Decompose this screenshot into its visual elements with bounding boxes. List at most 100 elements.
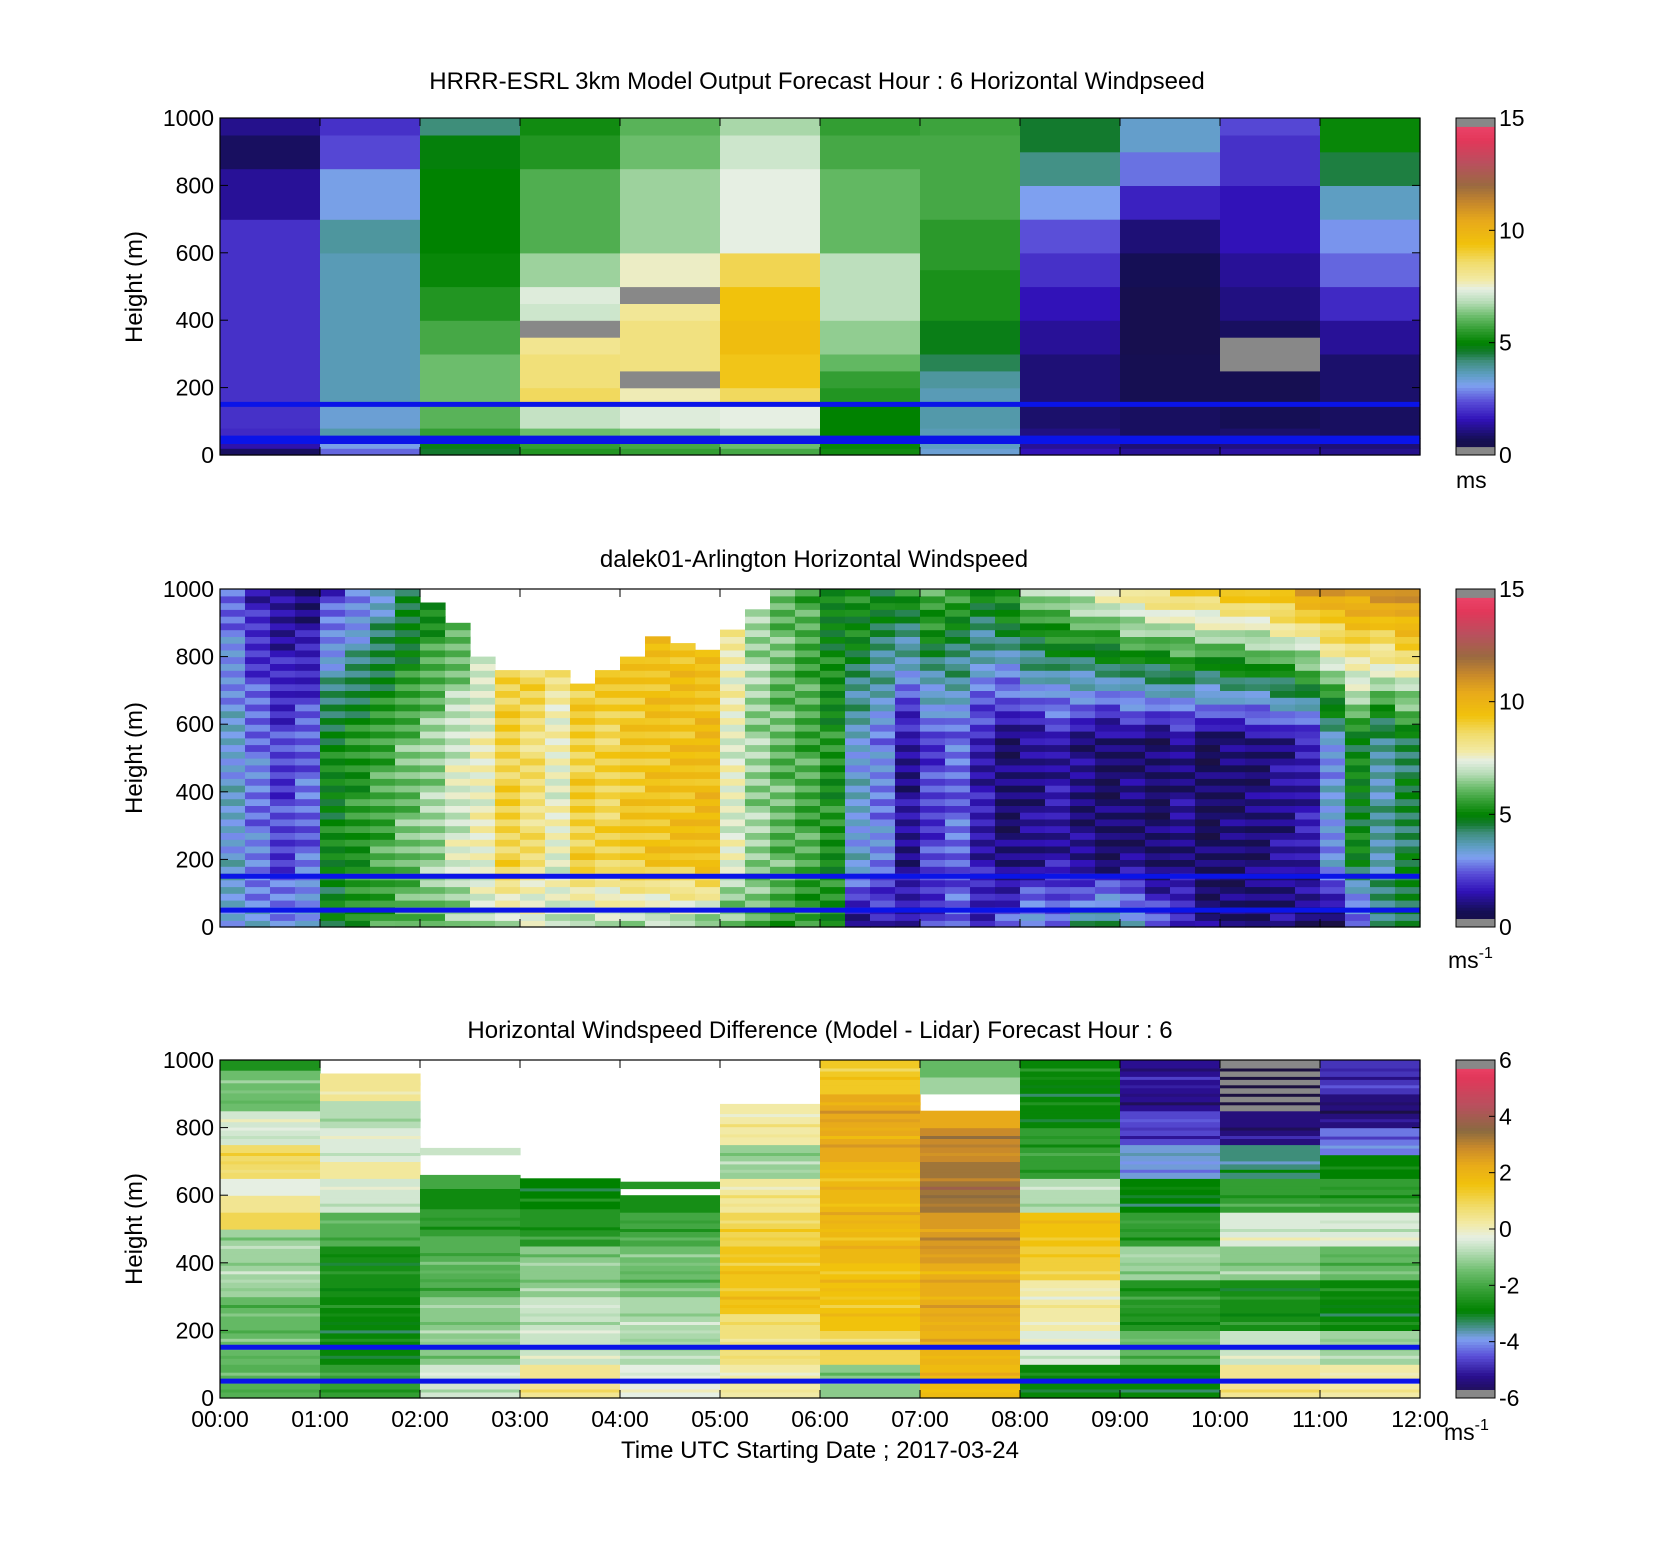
colorbar-segment <box>1456 879 1495 883</box>
heatmap-cell <box>595 845 621 854</box>
heatmap-cell <box>995 812 1021 820</box>
heatmap-cell <box>795 798 821 806</box>
heatmap-cell <box>620 320 721 372</box>
heatmap-cell <box>320 1073 421 1102</box>
heatmap-cell <box>545 758 571 766</box>
heatmap-cell <box>1270 751 1296 759</box>
heatmap-cell <box>445 636 471 644</box>
heatmap-cell <box>970 832 996 840</box>
heatmap-cell <box>1320 185 1421 220</box>
heatmap-cell <box>670 791 696 800</box>
heatmap-cell <box>1145 866 1171 874</box>
colorbar-segment <box>1456 887 1495 891</box>
heatmap-cell <box>270 791 296 800</box>
heatmap-cell <box>695 731 721 739</box>
heatmap-cell <box>1120 636 1146 644</box>
panel-lidar-x-ticks <box>219 589 1421 927</box>
heatmap-cell <box>1320 353 1421 406</box>
heatmap-cell <box>1045 771 1071 779</box>
heatmap-cell <box>995 845 1021 854</box>
heatmap-cell <box>495 866 521 874</box>
heatmap-cell <box>970 710 996 719</box>
heatmap-cell <box>1220 866 1246 874</box>
heatmap-cell <box>395 643 421 651</box>
heatmap-cell <box>1220 785 1246 793</box>
heatmap-cell <box>1395 812 1421 820</box>
heatmap-cell <box>1120 893 1146 901</box>
heatmap-cell <box>520 785 546 793</box>
heatmap-cell <box>945 913 971 921</box>
colorbar-segment <box>1456 1383 1495 1388</box>
heatmap-cell <box>495 900 521 908</box>
heatmap-cell <box>1295 879 1321 888</box>
heatmap-cell <box>720 1271 821 1275</box>
heatmap-cell <box>1345 778 1371 786</box>
heatmap-cell <box>695 663 721 671</box>
y-tick-label: 200 <box>176 375 214 401</box>
colorbar-segment <box>1456 207 1495 212</box>
heatmap-cell <box>220 825 246 833</box>
heatmap-cell <box>1145 879 1171 888</box>
heatmap-cell <box>320 1118 421 1122</box>
heatmap-cell <box>770 832 796 840</box>
colorbar-segment <box>1456 210 1495 214</box>
heatmap-cell <box>745 805 771 813</box>
colorbar-segment <box>1456 264 1495 268</box>
heatmap-cell <box>1220 616 1246 624</box>
heatmap-cell <box>470 879 496 888</box>
heatmap-cell <box>570 710 596 719</box>
heatmap-cell <box>1220 589 1246 597</box>
heatmap-cell <box>495 744 521 752</box>
heatmap-cell <box>345 744 371 752</box>
heatmap-cell <box>1320 404 1421 439</box>
heatmap-cell <box>1195 866 1221 874</box>
heatmap-cell <box>1070 839 1096 847</box>
heatmap-cell <box>370 690 396 698</box>
heatmap-cell <box>1070 805 1096 813</box>
heatmap-cell <box>720 724 746 732</box>
colorbar-segment <box>1456 1392 1495 1396</box>
heatmap-cell <box>795 663 821 671</box>
heatmap-cell <box>220 1262 321 1266</box>
heatmap-cell <box>1145 920 1171 928</box>
heatmap-cell <box>320 913 346 921</box>
heatmap-cell <box>1395 636 1421 644</box>
heatmap-cell <box>945 859 971 867</box>
heatmap-cell <box>820 643 846 651</box>
heatmap-cell <box>1020 649 1046 658</box>
heatmap-cell <box>1020 595 1046 604</box>
colorbar-segment <box>1456 662 1495 666</box>
heatmap-cell <box>420 168 521 254</box>
heatmap-cell <box>520 1322 621 1325</box>
heatmap-cell <box>1220 370 1321 406</box>
heatmap-cell <box>870 825 896 833</box>
heatmap-cell <box>920 920 946 928</box>
heatmap-cell <box>295 663 321 671</box>
heatmap-cell <box>295 920 321 928</box>
heatmap-cell <box>1195 879 1221 888</box>
heatmap-cell <box>1320 616 1346 624</box>
heatmap-cell <box>720 1237 821 1241</box>
heatmap-cell <box>1170 629 1196 637</box>
heatmap-cell <box>820 1254 921 1258</box>
heatmap-cell <box>270 859 296 867</box>
heatmap-cell <box>720 1229 821 1232</box>
heatmap-cell <box>1220 886 1246 894</box>
heatmap-cell <box>1070 697 1096 705</box>
heatmap-cell <box>645 764 671 773</box>
heatmap-cell <box>1070 616 1096 624</box>
heatmap-cell <box>320 812 346 820</box>
heatmap-cell <box>495 697 521 705</box>
heatmap-cell <box>420 852 446 860</box>
heatmap-cell <box>1395 764 1421 773</box>
colorbar-segment <box>1456 1268 1495 1272</box>
heatmap-cell <box>1295 609 1321 617</box>
heatmap-cell <box>470 690 496 698</box>
heatmap-cell <box>1120 1271 1221 1275</box>
heatmap-cell <box>1270 703 1296 712</box>
heatmap-cell <box>1145 703 1171 712</box>
heatmap-cell <box>1045 690 1071 698</box>
heatmap-cell <box>1020 1305 1121 1308</box>
heatmap-cell <box>520 805 546 813</box>
heatmap-cell <box>270 629 296 637</box>
